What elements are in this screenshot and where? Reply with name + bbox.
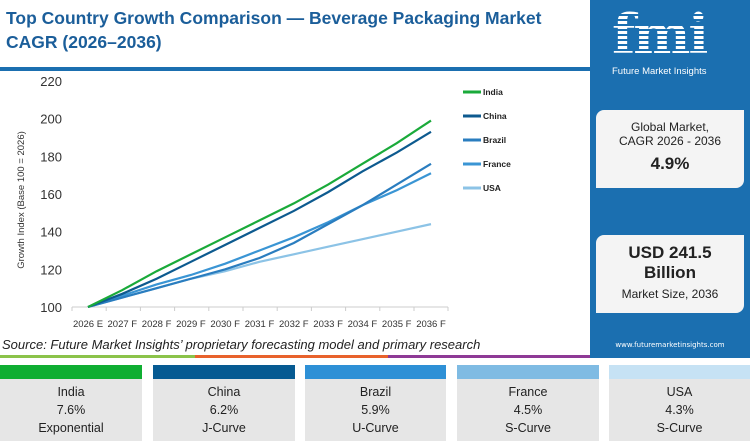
- x-tick-label: 2027 F: [108, 319, 138, 330]
- line-chart: 100 120 140 160 180 200 220 2026 E 2027 F 2028 F 2…: [16, 74, 511, 330]
- card-country: France: [508, 385, 548, 399]
- card-curve: S-Curve: [505, 421, 551, 435]
- card-cagr: 7.6%: [56, 403, 86, 417]
- cagr-label: CAGR 2026 - 2036: [618, 134, 722, 148]
- legend-label: USA: [483, 183, 501, 193]
- legend-label: China: [483, 111, 507, 121]
- card-color-bar: [457, 365, 599, 379]
- x-tick-label: 2035 F: [382, 319, 412, 330]
- x-tick-label: 2030 F: [210, 319, 240, 330]
- color-strip: [0, 355, 195, 358]
- fmi-logo: fmi: [612, 6, 707, 62]
- y-tick-label: 180: [40, 149, 62, 164]
- brand-name: Future Market Insights: [612, 66, 707, 77]
- series-line-china: [87, 130, 432, 309]
- color-strip: [195, 355, 388, 358]
- market-size-value: USD 241.5: [628, 243, 712, 262]
- card-cagr: 4.3%: [665, 403, 694, 417]
- card-curve: Exponential: [38, 421, 104, 435]
- website-link[interactable]: www.futuremarketinsights.com: [615, 341, 725, 349]
- cagr-label: Global Market,: [630, 120, 710, 134]
- cagr-box: Global Market, CAGR 2026 - 2036 4.9%: [596, 110, 744, 188]
- card-country: Brazil: [359, 385, 392, 399]
- x-tick-label: 2033 F: [313, 319, 343, 330]
- country-card: USA 4.3% S-Curve: [609, 365, 750, 441]
- country-card: France 4.5% S-Curve: [457, 365, 599, 441]
- card-curve: J-Curve: [202, 421, 246, 435]
- y-tick-label: 120: [40, 262, 62, 277]
- card-cagr: 4.5%: [513, 403, 543, 417]
- x-tick-label: 2036 F: [416, 319, 446, 330]
- y-tick-label: 160: [40, 187, 62, 202]
- y-tick-label: 100: [40, 300, 62, 315]
- title-divider: [0, 67, 590, 71]
- market-size-box: USD 241.5 Billion Market Size, 2036: [596, 235, 744, 313]
- legend-label: Brazil: [483, 135, 506, 145]
- x-tick-label: 2028 F: [142, 319, 172, 330]
- legend-label: France: [483, 159, 511, 169]
- country-card: China 6.2% J-Curve: [153, 365, 295, 441]
- card-cagr: 6.2%: [209, 403, 239, 417]
- card-cagr: 5.9%: [361, 403, 390, 417]
- card-color-bar: [153, 365, 295, 379]
- x-tick-label: 2031 F: [245, 319, 275, 330]
- country-card: India 7.6% Exponential: [0, 365, 142, 441]
- series-line-brazil: [87, 162, 432, 309]
- summary-panel: fmi Future Market Insights Global Market…: [590, 0, 750, 357]
- series-line-india: [87, 119, 432, 308]
- y-tick-label: 140: [40, 225, 62, 240]
- x-tick-label: 2029 F: [176, 319, 206, 330]
- chart-title: Top Country Growth Comparison — Beverage…: [6, 8, 542, 52]
- card-curve: S-Curve: [656, 421, 703, 435]
- y-tick-label: 200: [40, 112, 62, 127]
- x-tick-label: 2032 F: [279, 319, 309, 330]
- legend-label: India: [483, 87, 503, 97]
- y-axis-label: Growth Index (Base 100 = 2026): [16, 131, 27, 269]
- card-country: USA: [666, 385, 693, 399]
- card-color-bar: [0, 365, 142, 379]
- source-note: Source: Future Market Insights’ propriet…: [2, 337, 481, 352]
- x-tick-label: 2034 F: [348, 319, 378, 330]
- card-curve: U-Curve: [352, 421, 399, 435]
- series-line-france: [87, 172, 432, 309]
- x-tick-label: 2026 E: [73, 319, 103, 330]
- card-country: China: [207, 385, 241, 399]
- series-line-usa: [87, 223, 432, 309]
- card-country: India: [57, 385, 85, 399]
- card-color-bar: [305, 365, 446, 379]
- y-tick-label: 220: [40, 74, 62, 89]
- color-strip: [388, 355, 590, 358]
- cagr-value: 4.9%: [650, 154, 690, 173]
- country-card: Brazil 5.9% U-Curve: [305, 365, 446, 441]
- market-size-unit: Billion: [644, 263, 696, 282]
- market-size-label: Market Size, 2036: [621, 287, 719, 301]
- card-color-bar: [609, 365, 750, 379]
